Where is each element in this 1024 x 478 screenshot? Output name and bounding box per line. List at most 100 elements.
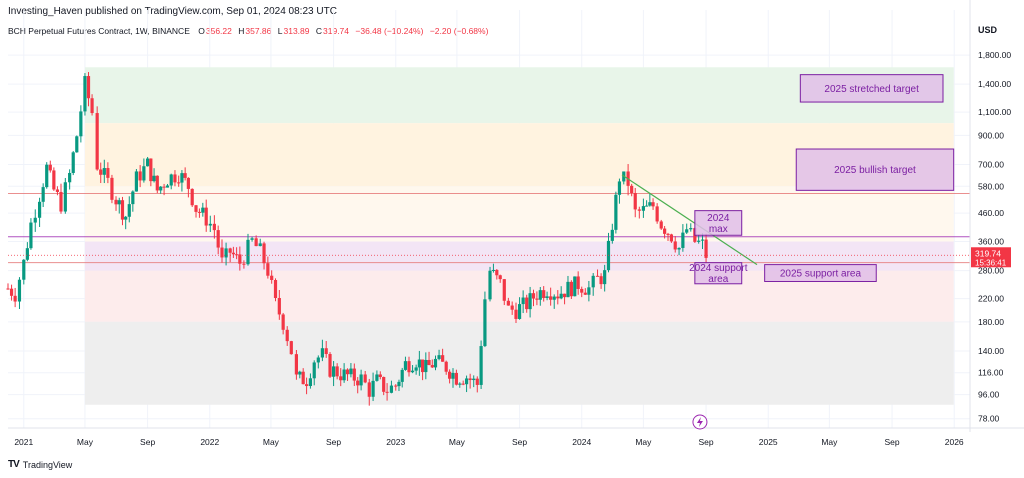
candle-body bbox=[242, 263, 246, 265]
levels bbox=[8, 192, 970, 264]
candle-body bbox=[521, 297, 525, 305]
candle-body bbox=[37, 201, 42, 218]
candle-body bbox=[216, 230, 220, 248]
candle-body bbox=[427, 359, 431, 366]
candle-body bbox=[514, 309, 518, 319]
candle-body bbox=[212, 223, 216, 231]
candle-body bbox=[595, 275, 600, 277]
candle-body bbox=[479, 346, 483, 385]
candle-body bbox=[55, 189, 60, 192]
candle-body bbox=[359, 374, 363, 386]
candle-body bbox=[614, 194, 618, 230]
y-tick-label: 140.00 bbox=[978, 346, 1004, 356]
candle-body bbox=[591, 275, 595, 288]
candle-body bbox=[663, 228, 667, 234]
candle-body bbox=[468, 378, 472, 381]
candle-body bbox=[155, 175, 159, 191]
candle-body bbox=[433, 358, 438, 368]
candle-body bbox=[651, 202, 655, 207]
x-tick-label: Sep bbox=[140, 437, 155, 447]
candle-body bbox=[583, 292, 587, 295]
candle-body bbox=[545, 296, 549, 298]
candle-body bbox=[120, 200, 125, 220]
candle-body bbox=[146, 158, 150, 167]
candle-body bbox=[704, 239, 708, 258]
y-tick-label: 280.00 bbox=[978, 266, 1004, 276]
y-tick-label: 1,800.00 bbox=[978, 50, 1011, 60]
candle-body bbox=[599, 276, 603, 285]
low-label: L bbox=[277, 26, 283, 36]
candle-body bbox=[149, 158, 153, 182]
candle-body bbox=[190, 188, 194, 206]
candle-body bbox=[444, 361, 448, 372]
y-tick-label: 360.00 bbox=[978, 237, 1004, 247]
candle-body bbox=[371, 380, 375, 397]
annotation-label: 2025 support area bbox=[780, 269, 862, 280]
candle-body bbox=[162, 186, 166, 188]
y-tick-label: 220.00 bbox=[978, 294, 1004, 304]
currency-label[interactable]: USD bbox=[978, 25, 998, 35]
y-tick-label: 1,400.00 bbox=[978, 79, 1011, 89]
change-value: −36.48 (−10.24%) bbox=[355, 26, 424, 36]
candle-body bbox=[114, 199, 118, 205]
candle-body bbox=[549, 296, 553, 300]
candle-body bbox=[138, 171, 142, 181]
candle-body bbox=[86, 76, 91, 99]
candle-body bbox=[231, 252, 235, 255]
candle-body bbox=[576, 276, 580, 289]
candle-body bbox=[556, 296, 560, 299]
candle-body bbox=[502, 279, 506, 301]
annotations: 2025 stretched target 2025 bullish target… bbox=[689, 74, 955, 285]
candle-body bbox=[238, 254, 242, 264]
candle-body bbox=[659, 221, 663, 229]
candle-body bbox=[666, 233, 670, 235]
candle-body bbox=[677, 247, 681, 250]
candle-body bbox=[495, 269, 499, 276]
y-tick-label: 78.00 bbox=[978, 414, 1000, 424]
y-tick-label: 116.00 bbox=[978, 368, 1004, 378]
candle-body bbox=[328, 354, 332, 377]
downtrend-line bbox=[621, 174, 758, 266]
candle-body bbox=[580, 288, 584, 293]
candle-body bbox=[71, 152, 75, 173]
candle-body bbox=[90, 98, 94, 114]
candle-body bbox=[681, 232, 685, 248]
candle-body bbox=[106, 168, 110, 178]
candle-body bbox=[68, 172, 72, 183]
high-label: H bbox=[238, 26, 245, 36]
x-tick-label: May bbox=[263, 437, 280, 447]
published-by-line: Investing_Haven published on TradingView… bbox=[8, 6, 337, 17]
candle-body bbox=[389, 385, 394, 393]
candle-body bbox=[339, 376, 343, 381]
annotation-label: 2024 support bbox=[689, 263, 748, 274]
y-tick-label: 900.00 bbox=[978, 130, 1004, 140]
tradingview-footer[interactable]: TV TradingView bbox=[8, 459, 72, 470]
x-tick-label: 2026 bbox=[945, 437, 964, 447]
candle-body bbox=[250, 238, 254, 240]
candle-body bbox=[197, 211, 202, 213]
annotation-label: 2025 stretched target bbox=[824, 84, 919, 95]
last-price-box bbox=[971, 247, 1011, 268]
candle-body bbox=[29, 222, 33, 249]
candle-body bbox=[441, 355, 445, 362]
symbol-legend: BCH Perpetual Futures Contract, 1W, BINA… bbox=[8, 26, 492, 36]
candle-body bbox=[294, 354, 298, 375]
candle-body bbox=[22, 259, 26, 280]
candle-body bbox=[6, 288, 10, 290]
candle-body bbox=[52, 170, 56, 190]
annotation-label: 2024 bbox=[707, 213, 730, 224]
candle-body bbox=[414, 367, 418, 371]
candle-body bbox=[262, 243, 266, 264]
candle-body bbox=[417, 359, 421, 368]
axes: 78.00 96.00 116.00 140.00 180.00 220.00 280.00… bbox=[8, 0, 1024, 447]
candle-body bbox=[289, 341, 293, 355]
symbol-name: BCH Perpetual Futures Contract, 1W, BINA… bbox=[8, 26, 190, 36]
candle-body bbox=[517, 304, 522, 319]
candle-body bbox=[394, 385, 398, 387]
x-tick-label: May bbox=[449, 437, 466, 447]
candle-body bbox=[41, 187, 45, 202]
candle-body bbox=[641, 206, 645, 211]
zone-band bbox=[84, 321, 954, 405]
